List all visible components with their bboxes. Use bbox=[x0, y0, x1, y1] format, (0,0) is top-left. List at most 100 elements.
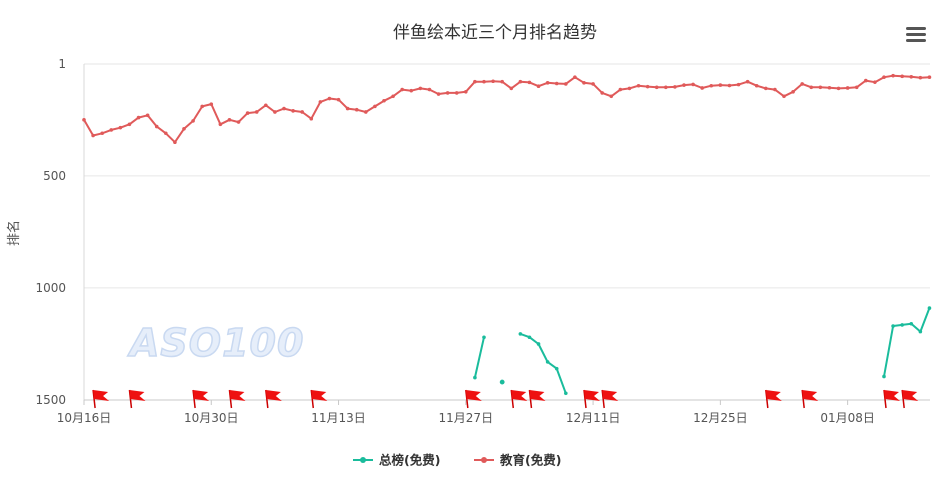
data-point bbox=[145, 113, 150, 118]
x-tick-label: 01月08日 bbox=[820, 411, 875, 425]
flag-cloth bbox=[311, 390, 328, 401]
flag-cloth bbox=[129, 390, 146, 401]
data-point bbox=[882, 374, 886, 379]
data-point bbox=[791, 89, 795, 94]
data-point bbox=[854, 85, 859, 90]
data-point bbox=[464, 89, 468, 94]
flag-icon bbox=[465, 389, 482, 409]
flag-icon bbox=[583, 389, 600, 409]
flag-icon bbox=[883, 389, 900, 409]
data-point bbox=[236, 120, 241, 124]
data-point bbox=[354, 107, 359, 112]
data-point bbox=[864, 78, 868, 83]
flag-icon bbox=[228, 389, 246, 409]
flag-cloth bbox=[583, 390, 600, 401]
data-point bbox=[345, 106, 350, 111]
data-point bbox=[482, 335, 486, 340]
flag-icon bbox=[310, 389, 328, 409]
x-tick-label: 10月16日 bbox=[57, 411, 112, 425]
data-point bbox=[718, 83, 723, 87]
x-tick-label: 12月11日 bbox=[566, 411, 621, 425]
data-point bbox=[273, 110, 277, 114]
data-point bbox=[645, 84, 650, 89]
data-point bbox=[100, 131, 104, 136]
data-point bbox=[709, 83, 714, 88]
legend-item[interactable]: 总榜(免费) bbox=[353, 453, 440, 468]
data-point bbox=[173, 140, 177, 145]
data-point bbox=[764, 86, 768, 91]
data-point bbox=[527, 335, 532, 340]
data-point bbox=[627, 86, 632, 91]
y-tick-label: 1500 bbox=[35, 393, 66, 407]
data-point bbox=[473, 375, 477, 380]
data-point bbox=[918, 329, 923, 334]
series-layer bbox=[82, 73, 932, 396]
data-point bbox=[436, 92, 441, 96]
data-point bbox=[782, 94, 786, 99]
data-point bbox=[609, 94, 614, 99]
data-point bbox=[536, 84, 541, 88]
gridlines bbox=[83, 63, 930, 401]
data-point bbox=[545, 360, 550, 364]
data-point bbox=[482, 79, 486, 84]
flags-layer bbox=[92, 389, 919, 409]
data-point bbox=[218, 122, 223, 127]
data-point bbox=[736, 82, 741, 87]
data-point bbox=[427, 87, 432, 92]
data-point bbox=[927, 75, 932, 80]
flag-cloth bbox=[511, 390, 528, 401]
data-point bbox=[82, 118, 86, 122]
flag-icon bbox=[128, 389, 146, 409]
x-tick-label: 12月25日 bbox=[693, 411, 748, 425]
data-point bbox=[409, 88, 414, 93]
data-point bbox=[500, 79, 504, 84]
series-line bbox=[520, 332, 567, 394]
series-0 bbox=[473, 306, 932, 396]
data-point bbox=[309, 116, 314, 121]
data-point bbox=[664, 85, 668, 90]
hamburger-menu-icon[interactable] bbox=[900, 24, 932, 50]
flag-cloth bbox=[465, 390, 482, 401]
data-point bbox=[582, 81, 586, 85]
data-point bbox=[682, 83, 686, 87]
series-line bbox=[883, 307, 931, 377]
data-point bbox=[618, 87, 623, 92]
data-point bbox=[673, 85, 677, 89]
data-point bbox=[499, 379, 505, 385]
data-point bbox=[909, 321, 914, 326]
x-tick-label: 11月13日 bbox=[311, 411, 366, 425]
legend-label: 教育(免费) bbox=[499, 453, 561, 468]
data-point bbox=[554, 81, 559, 86]
flag-cloth bbox=[802, 390, 819, 401]
flag-icon bbox=[901, 389, 919, 409]
legend: 总榜(免费) 教育(免费) bbox=[353, 453, 561, 468]
flag-icon bbox=[510, 389, 528, 409]
legend-marker bbox=[481, 457, 487, 463]
data-point bbox=[245, 111, 250, 115]
flag-icon bbox=[265, 389, 282, 409]
flag-cloth bbox=[93, 390, 110, 401]
data-point bbox=[518, 332, 523, 336]
flag-cloth bbox=[229, 390, 246, 401]
chart-title: 伴鱼绘本近三个月排名趋势 bbox=[393, 23, 597, 43]
data-point bbox=[418, 86, 423, 91]
flag-icon bbox=[601, 389, 619, 409]
data-point bbox=[554, 366, 559, 371]
legend-label: 总榜(免费) bbox=[379, 453, 440, 468]
data-point bbox=[727, 83, 732, 88]
data-point bbox=[209, 102, 214, 106]
data-point bbox=[473, 79, 477, 84]
data-point bbox=[927, 306, 932, 310]
data-point bbox=[691, 82, 695, 87]
data-point bbox=[445, 91, 450, 95]
flag-cloth bbox=[883, 390, 900, 401]
data-point bbox=[918, 75, 923, 80]
legend-item[interactable]: 教育(免费) bbox=[474, 453, 561, 468]
data-point bbox=[809, 85, 814, 90]
flag-cloth bbox=[765, 390, 782, 401]
flag-icon bbox=[92, 389, 110, 409]
data-point bbox=[182, 126, 186, 131]
data-point bbox=[136, 115, 141, 120]
data-point bbox=[882, 75, 886, 80]
